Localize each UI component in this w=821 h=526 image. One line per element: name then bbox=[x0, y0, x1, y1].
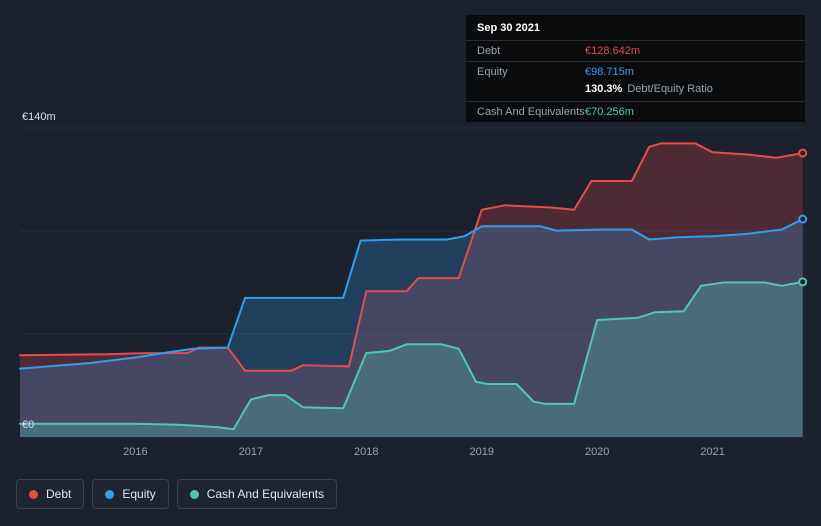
tooltip-row-debt: Debt €128.642m bbox=[466, 40, 805, 61]
x-axis-label: 2016 bbox=[123, 446, 148, 458]
x-axis-label: 2019 bbox=[469, 446, 495, 458]
cash-dot-icon bbox=[189, 489, 199, 499]
chart-legend: Debt Equity Cash And Equivalents bbox=[16, 479, 338, 509]
equity-dot-icon bbox=[105, 489, 115, 499]
y-axis-label-min: €0 bbox=[22, 419, 35, 431]
x-axis-label: 2017 bbox=[238, 446, 264, 458]
tooltip-debt-label: Debt bbox=[477, 45, 501, 57]
tooltip-cash-label: Cash And Equivalents bbox=[477, 106, 585, 118]
tooltip-debt-value: €128.642m bbox=[585, 45, 641, 57]
legend-item-equity[interactable]: Equity bbox=[92, 479, 169, 509]
tooltip-row-equity: Equity €98.715m bbox=[466, 61, 805, 82]
legend-debt-label: Debt bbox=[46, 487, 72, 501]
tooltip-ratio-label: Debt/Equity Ratio bbox=[627, 83, 713, 95]
legend-item-debt[interactable]: Debt bbox=[16, 479, 85, 509]
x-axis-label: 2020 bbox=[584, 446, 610, 458]
x-axis-label: 2018 bbox=[354, 446, 379, 458]
legend-equity-label: Equity bbox=[122, 487, 156, 501]
tooltip-cash-value: €70.256m bbox=[585, 106, 634, 118]
x-axis: 2016 2017 2018 2019 2020 2021 bbox=[0, 446, 821, 462]
tooltip-equity-label: Equity bbox=[477, 66, 508, 78]
tooltip-equity-value: €98.715m bbox=[585, 66, 634, 78]
x-axis-label: 2021 bbox=[700, 446, 725, 458]
tooltip-row-cash: Cash And Equivalents €70.256m bbox=[466, 101, 805, 122]
tooltip-ratio-value: 130.3% bbox=[585, 83, 623, 95]
legend-item-cash[interactable]: Cash And Equivalents bbox=[176, 479, 338, 509]
chart-tooltip: Sep 30 2021 Debt €128.642m Equity €98.71… bbox=[466, 15, 805, 122]
y-axis-label-max: €140m bbox=[22, 111, 56, 123]
tooltip-row-ratio: 130.3% Debt/Equity Ratio bbox=[466, 82, 805, 101]
tooltip-date: Sep 30 2021 bbox=[477, 22, 540, 34]
debt-dot-icon bbox=[29, 489, 38, 499]
legend-cash-label: Cash And Equivalents bbox=[206, 487, 325, 501]
